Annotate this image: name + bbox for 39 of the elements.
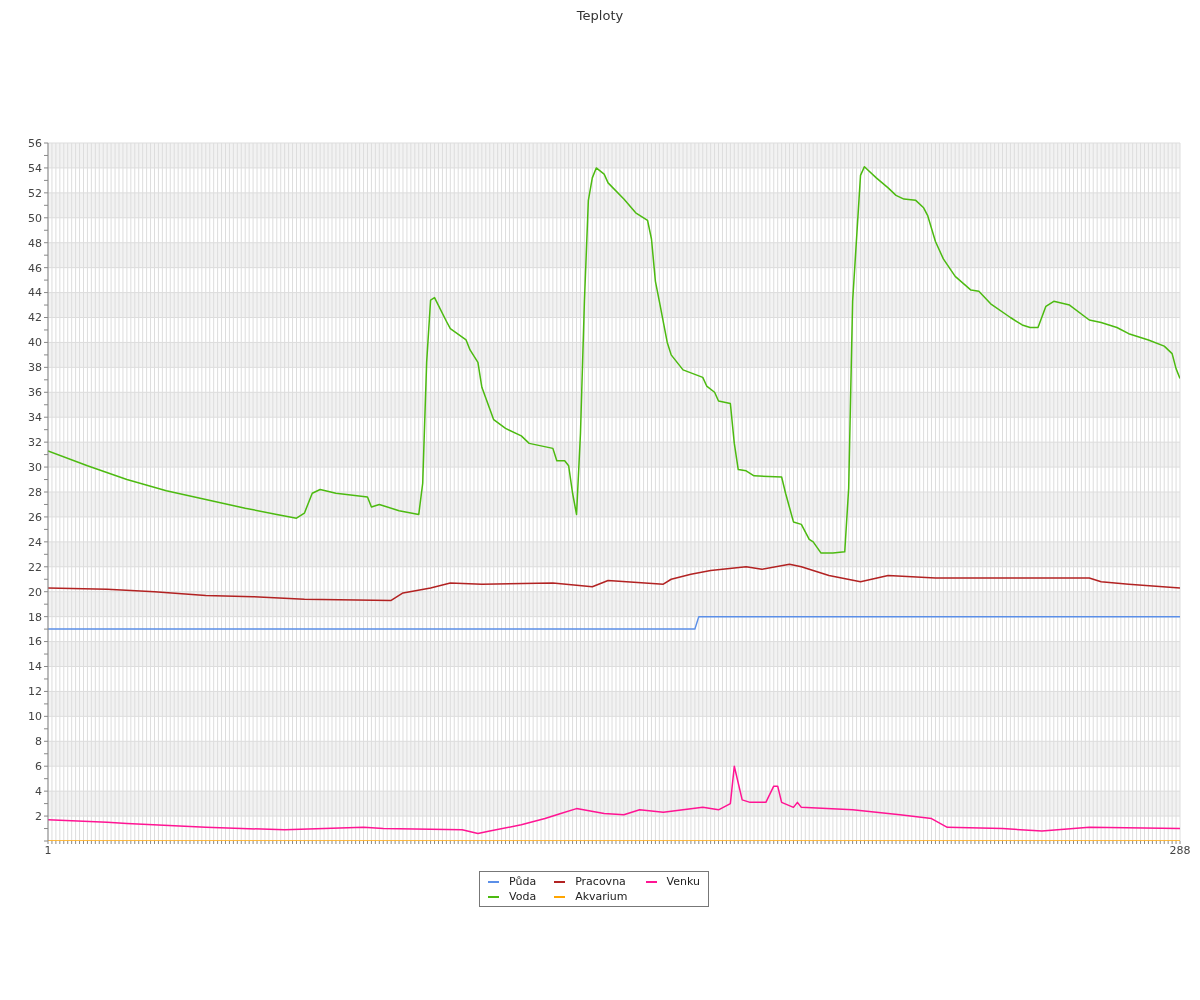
legend-label: Pracovna [575, 875, 626, 888]
y-tick-label: 26 [28, 510, 42, 524]
y-tick-label: 4 [35, 785, 42, 799]
y-tick-label: 48 [28, 236, 42, 250]
y-tick-label: 2 [35, 809, 42, 823]
x-tick-label: 1 [44, 843, 52, 857]
y-tick-label: 50 [28, 211, 42, 225]
y-tick-label: 34 [28, 411, 42, 425]
y-tick-label: 22 [28, 560, 42, 574]
legend-label: Venku [666, 875, 700, 888]
y-tick-label: 42 [28, 311, 42, 325]
y-tick-label: 30 [28, 460, 42, 474]
y-tick-label: 56 [28, 136, 42, 150]
y-tick-label: 24 [28, 535, 42, 549]
y-tick-label: 44 [28, 286, 42, 300]
legend-label: Akvarium [575, 890, 628, 903]
y-tick-label: 54 [28, 161, 42, 175]
x-tick-label: 288 [1169, 843, 1191, 857]
y-tick-label: 28 [28, 485, 42, 499]
chart-title: Teploty [575, 8, 625, 25]
y-tick-label: 38 [28, 361, 42, 375]
y-tick-label: 18 [28, 610, 42, 624]
legend-label: Půda [509, 875, 537, 888]
y-tick-label: 40 [28, 336, 42, 350]
legend-label: Voda [509, 890, 537, 903]
y-tick-label: 8 [35, 735, 42, 749]
y-tick-label: 10 [28, 710, 42, 724]
y-tick-label: 32 [28, 436, 42, 450]
y-tick-label: 52 [28, 186, 42, 200]
y-tick-label: 14 [28, 660, 42, 674]
y-tick-label: 6 [35, 760, 42, 774]
line-series [48, 165, 1180, 554]
y-tick-label: 46 [28, 261, 42, 275]
y-tick-label: 20 [28, 585, 42, 599]
line-series [48, 563, 1180, 602]
y-tick-label: 12 [28, 685, 42, 699]
y-tick-label: 36 [28, 386, 42, 400]
y-tick-label: 16 [28, 635, 42, 649]
line-series [48, 765, 1180, 835]
